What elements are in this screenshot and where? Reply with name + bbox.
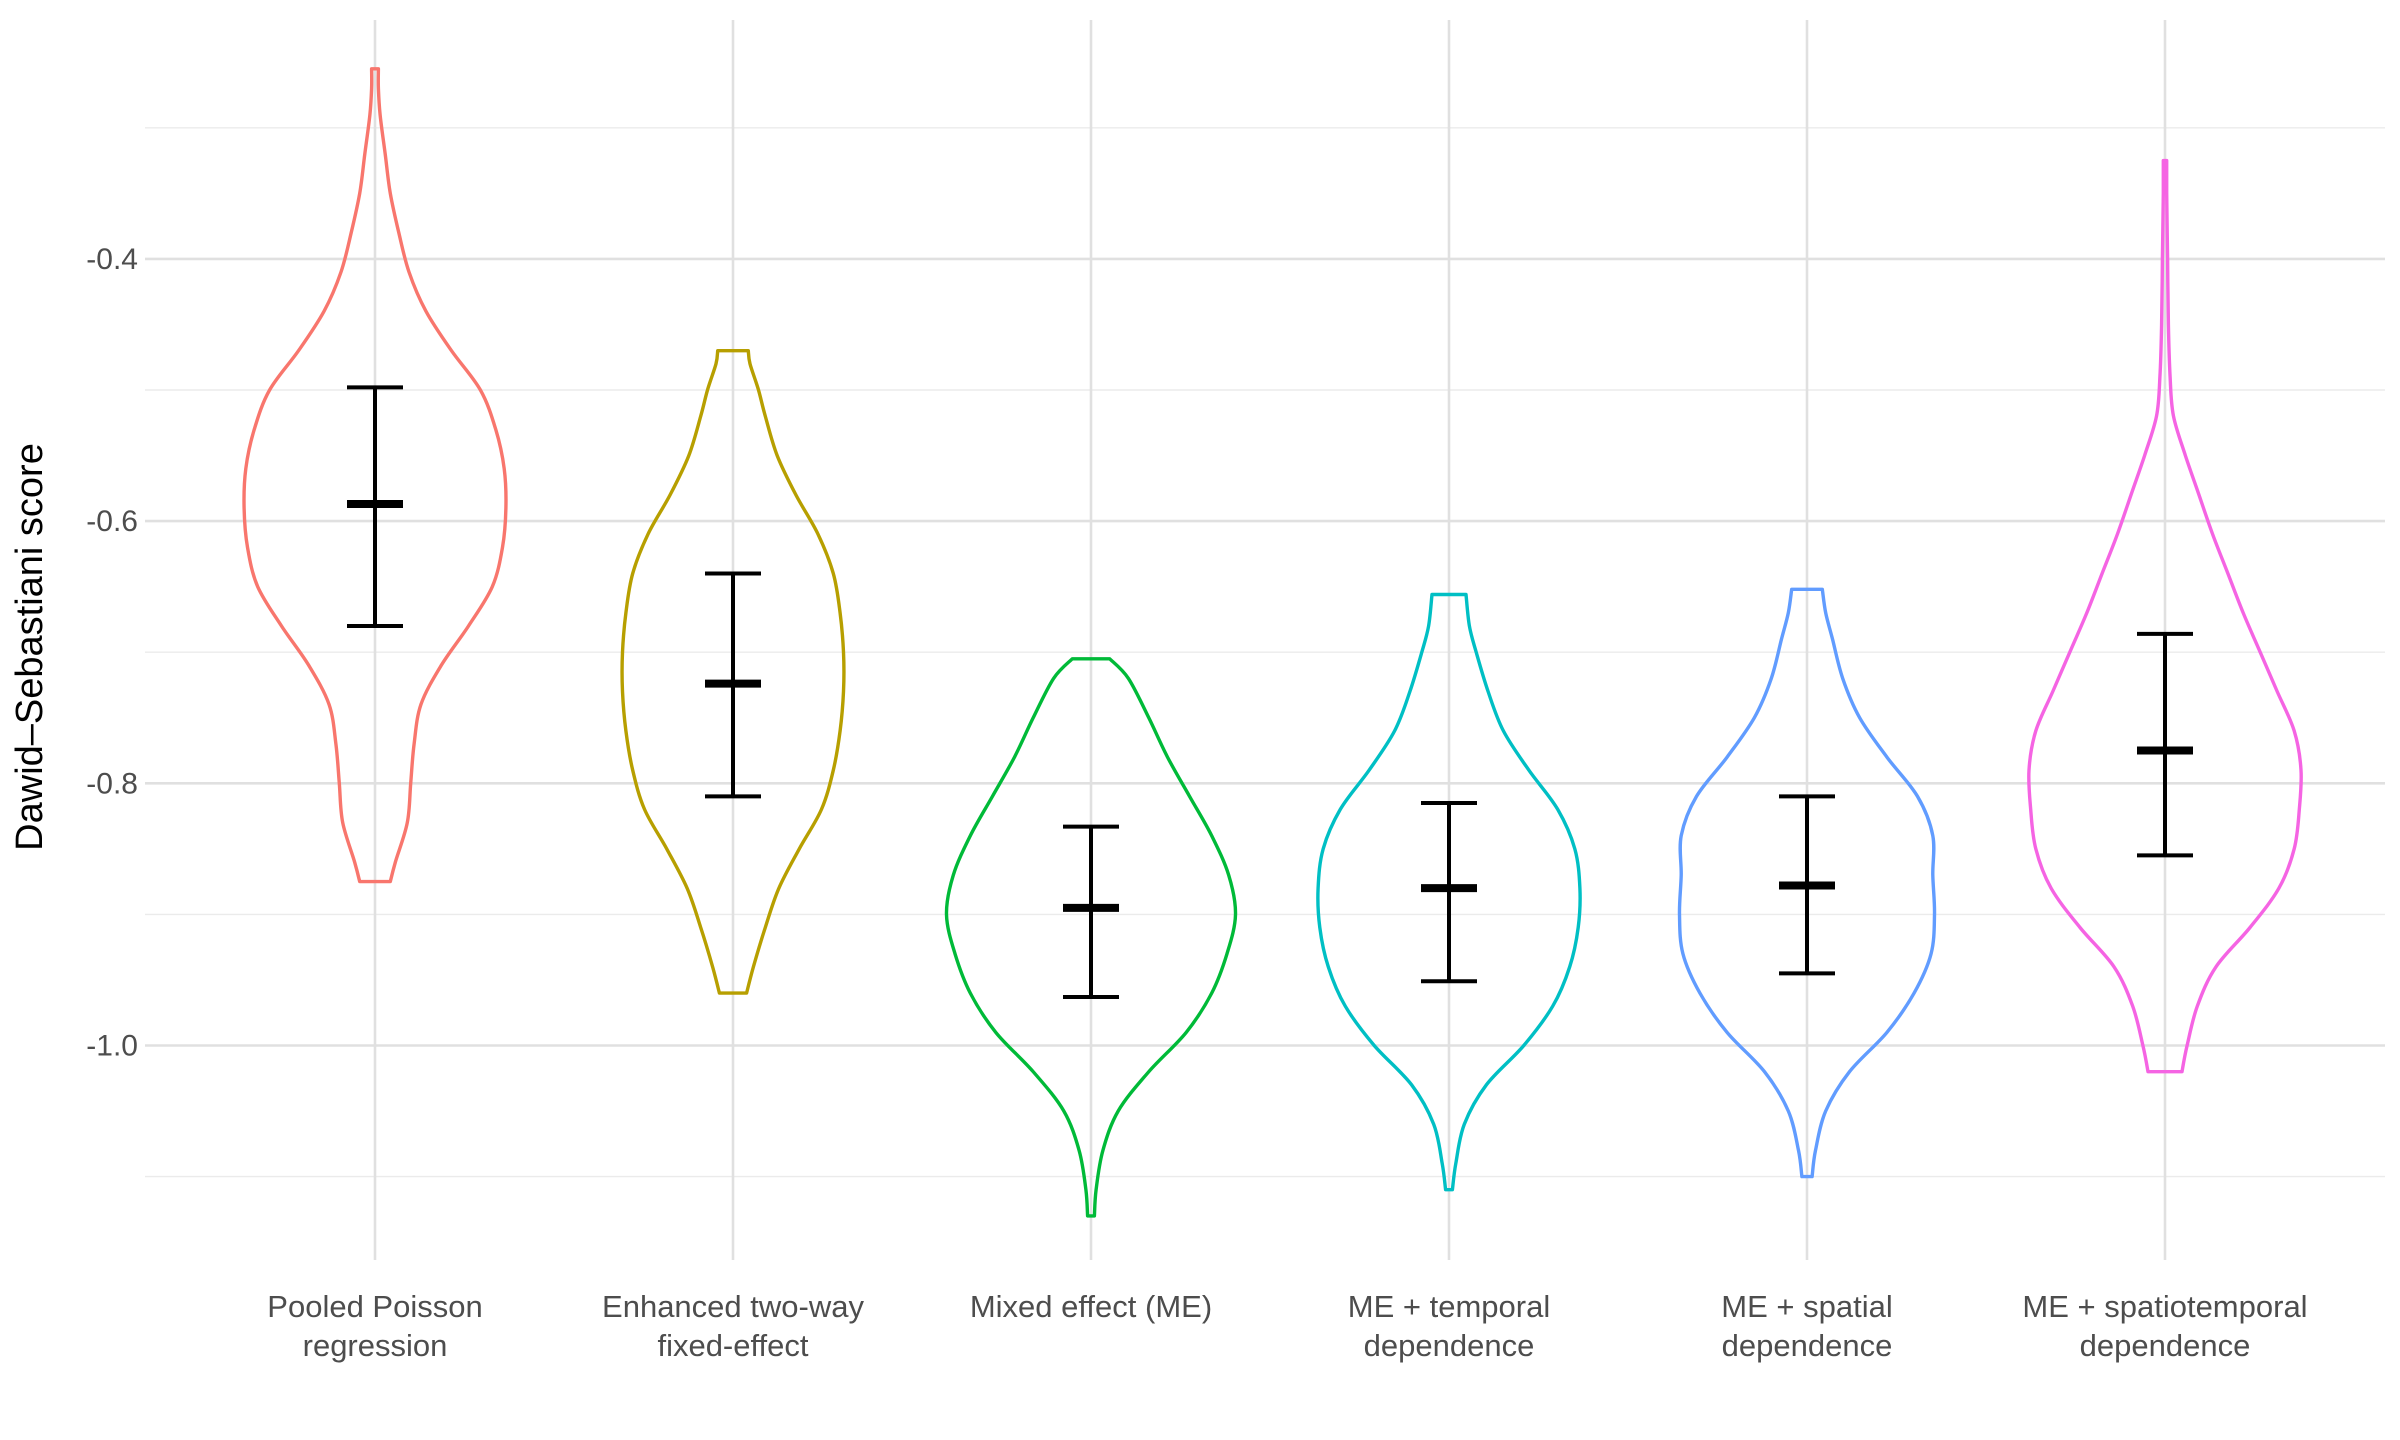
y-tick-label: -1.0 [86, 1030, 138, 1063]
x-tick-label: ME + spatial [1721, 1289, 1892, 1324]
violin-shape [1677, 587, 1937, 1179]
x-tick-label: dependence [1364, 1328, 1535, 1363]
violin-layer [242, 67, 2303, 1218]
x-tick-label: ME + spatiotemporal [2022, 1289, 2307, 1324]
x-tick-label: dependence [2080, 1328, 2251, 1363]
y-tick-label: -0.8 [86, 767, 138, 800]
x-tick-label: dependence [1722, 1328, 1893, 1363]
error-bar-layer [347, 385, 2193, 999]
violin-shape [620, 349, 846, 995]
y-tick-label: -0.4 [86, 243, 138, 276]
x-tick-label: ME + temporal [1348, 1289, 1550, 1324]
violin-shape [944, 657, 1238, 1218]
violin-shape [2027, 158, 2303, 1074]
violin-shape [1316, 592, 1582, 1192]
violin-shape [242, 67, 508, 884]
x-tick-label: Enhanced two-way [602, 1289, 864, 1324]
x-tick-label: Pooled Poisson [267, 1289, 482, 1324]
x-tick-label: fixed-effect [657, 1328, 808, 1363]
x-tick-label: Mixed effect (ME) [970, 1289, 1212, 1324]
grid-layer [145, 20, 2385, 1260]
label-layer: -1.0 -0.8 -0.6 -0.4 Pooled Poisson regression… [86, 243, 2307, 1363]
y-axis-title: Dawid–Sebastiani score [9, 443, 51, 851]
y-tick-label: -0.6 [86, 505, 138, 538]
x-tick-label: regression [303, 1328, 448, 1363]
